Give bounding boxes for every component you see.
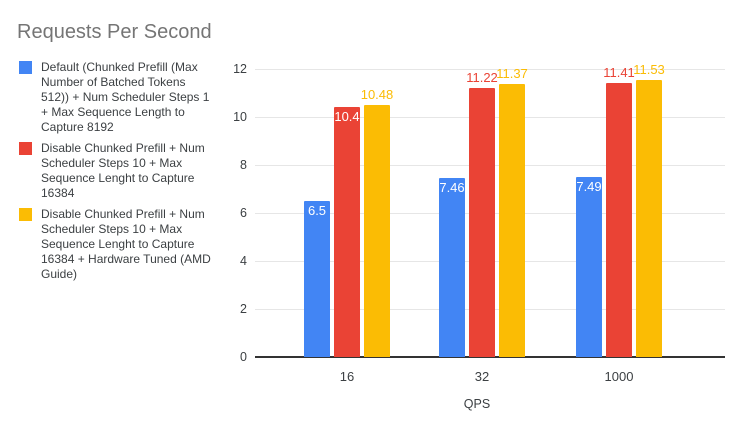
bar-group-32: 7.46 11.22 11.37 [439,67,528,357]
y-tick-label: 10 [233,110,247,124]
legend-item: Disable Chunked Prefill + Num Scheduler … [19,141,231,201]
x-tick-label: 1000 [604,369,634,384]
bar-value-label: 10.4 [334,109,360,125]
bar-value-label: 6.5 [307,203,327,218]
legend-swatch-icon [19,61,32,74]
bar-group-16: 6.5 10.4 10.48 [304,69,393,357]
legend-label: Disable Chunked Prefill + Num Scheduler … [41,207,211,281]
y-axis: 0 2 4 6 8 10 12 [213,62,247,364]
y-tick-label: 0 [240,350,247,364]
y-tick-label: 12 [233,62,247,76]
bar-value-label: 7.46 [439,179,465,195]
legend-swatch-icon [19,142,32,155]
legend-label: Disable Chunked Prefill + Num Scheduler … [41,141,205,200]
bar-value-label: 11.53 [633,62,665,78]
chart-title: Requests Per Second [17,21,212,43]
bar: 11.37 [496,67,528,357]
bar-value-label: 7.49 [576,179,602,195]
bar-value-label: 11.37 [496,66,528,82]
bar-group-1000: 7.49 11.41 11.53 [576,63,665,357]
y-tick-label: 8 [240,158,247,172]
bar: 7.49 [576,177,602,357]
x-axis-title: QPS [463,397,491,411]
y-tick-label: 2 [240,302,247,316]
bar-value-label: 10.48 [360,87,394,103]
bar: 11.53 [633,63,665,357]
y-tick-label: 6 [240,206,247,220]
grid-line [255,69,725,70]
x-tick-label: 16 [339,369,355,384]
legend-label: Default (Chunked Prefill (Max Number of … [41,60,210,134]
bar-value-label: 11.41 [603,65,635,81]
bar: 10.4 [334,107,360,357]
plot-area: QPS 6.5 10.4 10.48 16 7.46 11.22 11.37 32 7.49 11… [255,63,725,411]
x-tick-label: 32 [474,369,490,384]
bar: 6.5 [304,201,330,357]
chart-legend: Default (Chunked Prefill (Max Number of … [19,60,231,288]
bar-value-label: 11.22 [466,69,498,85]
bar: 10.48 [361,88,393,357]
legend-item: Disable Chunked Prefill + Num Scheduler … [19,207,231,282]
x-axis-line [255,356,725,358]
bar: 11.22 [466,70,498,357]
legend-item: Default (Chunked Prefill (Max Number of … [19,60,231,135]
legend-swatch-icon [19,208,32,221]
bar: 7.46 [439,177,465,357]
y-tick-label: 4 [240,254,247,268]
bar: 11.41 [603,66,635,357]
